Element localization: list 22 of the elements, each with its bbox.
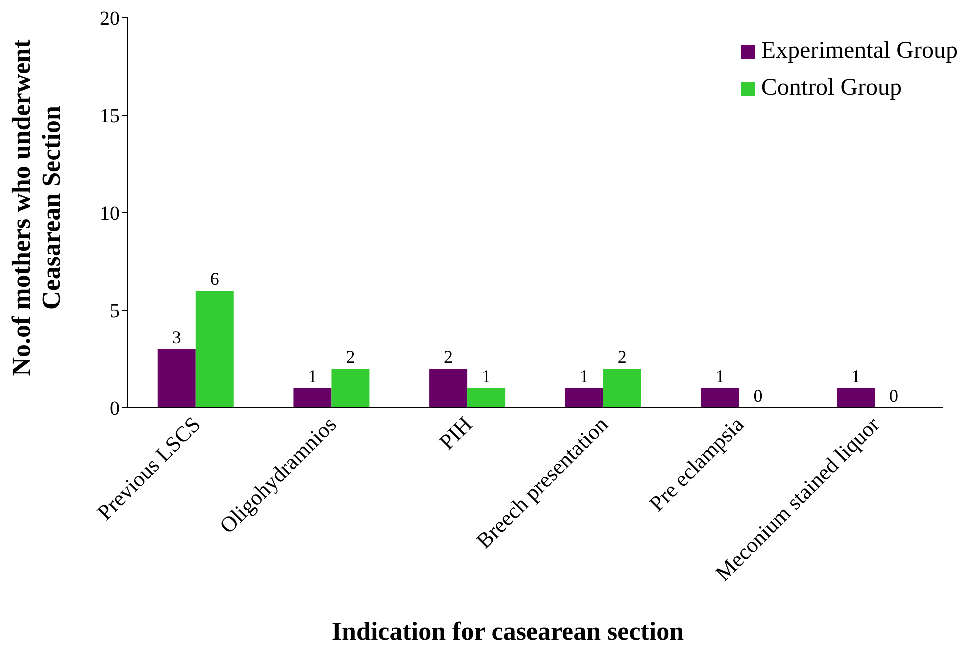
data-label: 6	[210, 269, 220, 289]
y-tick-label: 5	[110, 300, 120, 323]
data-label: 1	[716, 366, 725, 386]
data-label: 0	[754, 386, 763, 406]
legend-label: Control Group	[761, 75, 902, 102]
y-axis-title: No.of mothers who underwent Ceasarean Section	[7, 39, 66, 376]
data-label: 3	[172, 328, 182, 348]
y-tick-label: 0	[110, 398, 120, 420]
y-tick-label: 15	[100, 106, 120, 128]
x-tick-label: PIH	[434, 412, 478, 455]
y-tick-label: 20	[100, 8, 120, 30]
legend-label: Experimental Group	[761, 38, 958, 65]
data-label: 1	[482, 366, 492, 386]
data-label: 0	[890, 386, 899, 406]
data-label: 1	[852, 366, 861, 386]
x-axis-title: Indication for casearean section	[332, 617, 685, 646]
y-tick-label: 10	[100, 203, 120, 226]
data-label: 2	[618, 347, 627, 367]
data-label: 1	[308, 366, 318, 386]
data-label: 2	[444, 347, 454, 367]
data-label: 1	[580, 366, 589, 386]
data-label: 2	[346, 347, 356, 367]
